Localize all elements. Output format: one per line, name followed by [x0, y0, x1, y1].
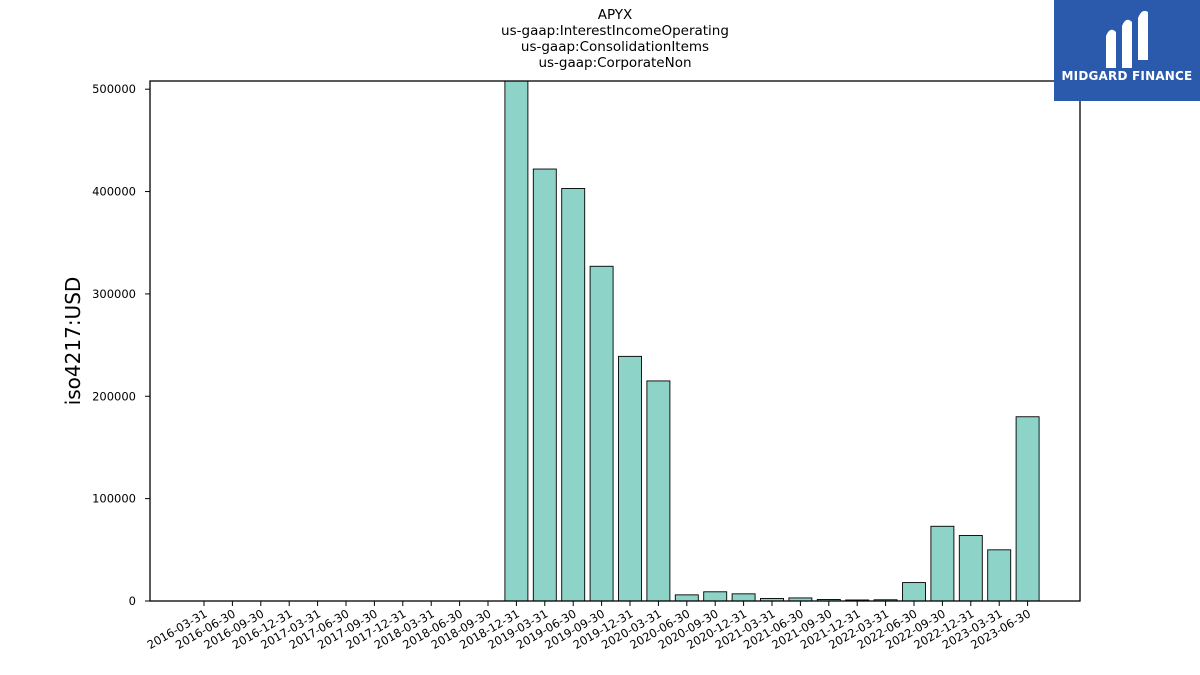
bar-2022-12-31 [958, 535, 983, 602]
bar-2019-06-30 [561, 188, 586, 602]
bar-2019-03-31 [532, 168, 557, 602]
bar-2023-03-31 [987, 549, 1012, 602]
bar-2020-06-30 [674, 594, 699, 602]
y-axis-ticks: 0 100000 200000 300000 400000 500000 [92, 82, 150, 608]
bar-2020-12-31 [731, 593, 756, 602]
plot-frame [149, 80, 1081, 602]
y-tick-label: 300000 [92, 287, 136, 301]
bar-2019-12-31 [618, 355, 642, 602]
bar-2018-12-31 [504, 80, 529, 602]
bar-2020-09-30 [703, 591, 728, 602]
y-tick-label: 400000 [92, 185, 136, 199]
chart-title-line-2: us-gaap:InterestIncomeOperating [501, 23, 729, 39]
chart-title-line-1: APYX [597, 7, 633, 23]
y-tick-label: 0 [129, 594, 136, 608]
bar-2022-06-30 [902, 582, 926, 602]
bars-group [504, 80, 1040, 602]
midgard-logo-icon [1106, 10, 1148, 68]
y-tick-label: 100000 [92, 492, 136, 506]
y-tick-label: 200000 [92, 389, 136, 403]
y-tick-label: 500000 [92, 82, 136, 96]
logo-text: MIDGARD FINANCE [1061, 69, 1193, 83]
bar-2020-03-31 [646, 380, 671, 602]
bar-2022-09-30 [930, 525, 955, 602]
bar-2023-06-30 [1015, 416, 1040, 602]
midgard-finance-logo: MIDGARD FINANCE [1054, 0, 1200, 101]
bar-2019-09-30 [589, 265, 614, 602]
chart-title-line-4: us-gaap:CorporateNon [538, 55, 692, 71]
chart-title-line-3: us-gaap:ConsolidationItems [520, 39, 710, 55]
y-axis-label: iso4217:USD [61, 277, 85, 406]
x-axis-ticks: 2016-03-312016-06-302016-09-302016-12-31… [145, 601, 1033, 652]
